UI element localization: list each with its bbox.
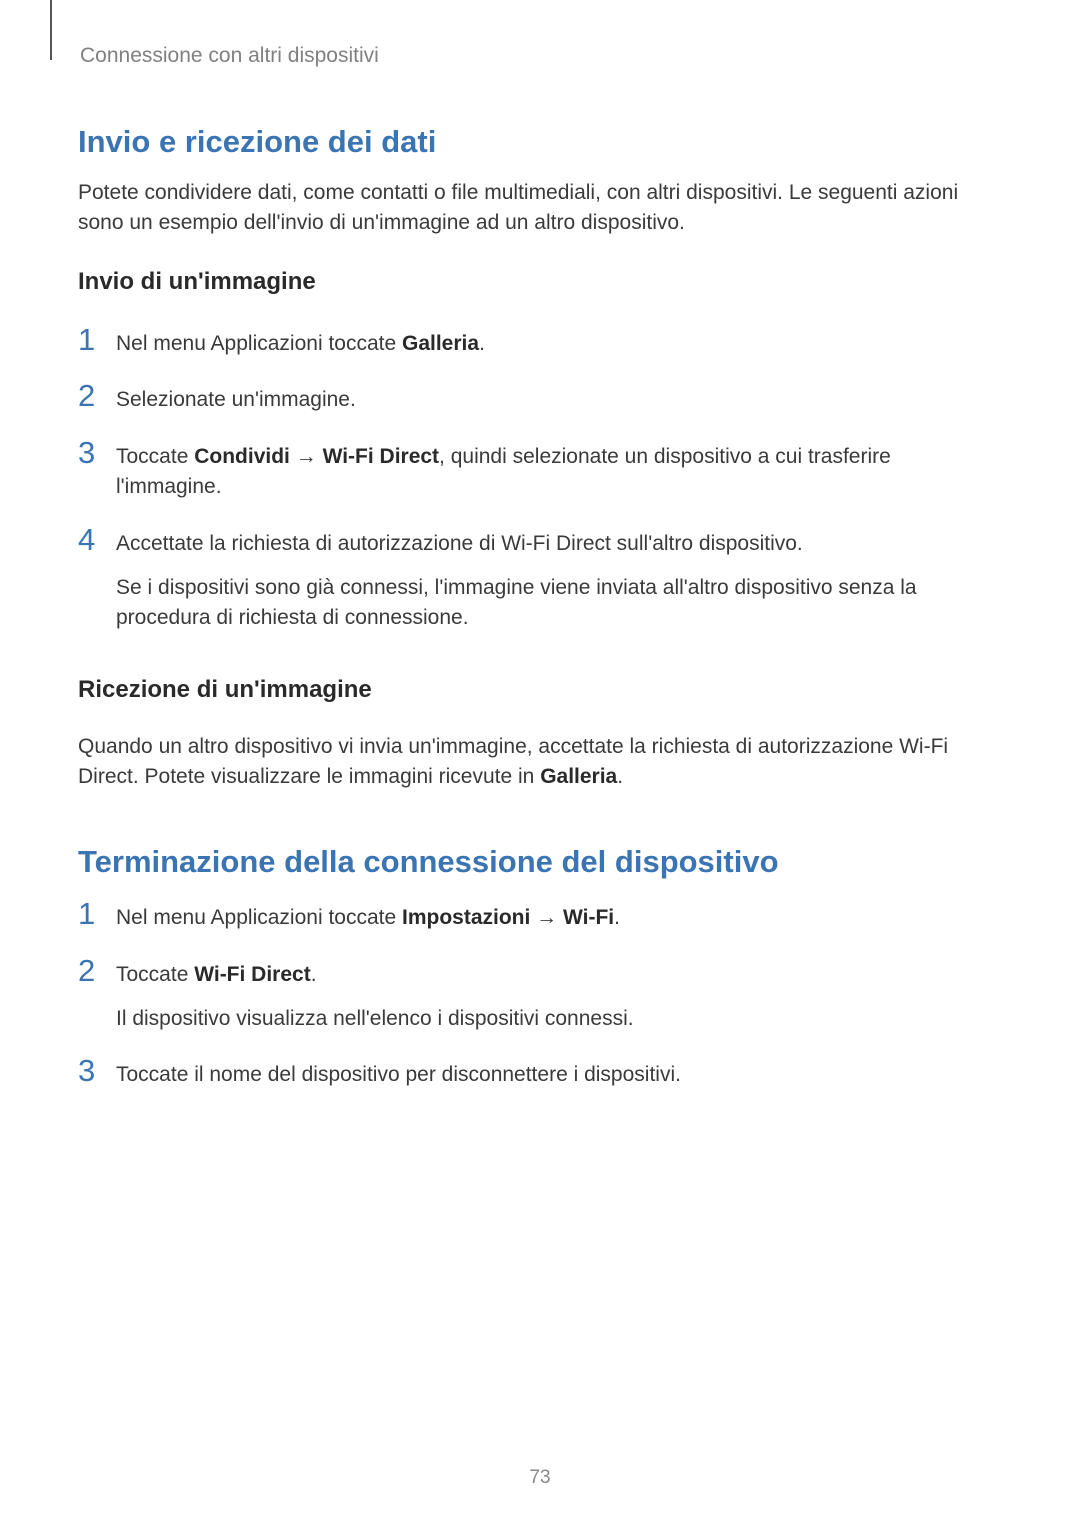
step-text: Nel menu Applicazioni toccate Impostazio…	[116, 903, 1002, 933]
bold-text: Wi-Fi Direct	[194, 963, 310, 986]
step-number: 3	[78, 437, 116, 468]
step-1: 1 Nel menu Applicazioni toccate Impostaz…	[78, 898, 1002, 933]
step-number: 4	[78, 524, 116, 555]
arrow-icon: →	[290, 445, 323, 468]
ricezione-text: Quando un altro dispositivo vi invia un'…	[78, 732, 1002, 792]
step-text: Toccate Wi-Fi Direct. Il dispositivo vis…	[116, 960, 1002, 1034]
bold-text: Galleria	[402, 332, 479, 355]
step-4: 4 Accettate la richiesta di autorizzazio…	[78, 524, 1002, 632]
bold-text: Condividi	[194, 445, 290, 468]
arrow-icon: →	[530, 906, 563, 929]
section-title-terminazione: Terminazione della connessione del dispo…	[78, 844, 1002, 880]
step-text: Toccate il nome del dispositivo per disc…	[116, 1060, 1002, 1090]
step-text-part: Toccate	[116, 445, 194, 468]
breadcrumb: Connessione con altri dispositivi	[80, 44, 1002, 68]
steps-invio: 1 Nel menu Applicazioni toccate Galleria…	[78, 324, 1002, 633]
step-text-part: Nel menu Applicazioni toccate	[116, 332, 402, 355]
step-2: 2 Toccate Wi-Fi Direct. Il dispositivo v…	[78, 955, 1002, 1034]
step-text-part: Nel menu Applicazioni toccate	[116, 906, 402, 929]
step-text: Nel menu Applicazioni toccate Galleria.	[116, 329, 1002, 359]
step-number: 1	[78, 324, 116, 355]
text-part: .	[617, 765, 623, 788]
step-text-part: Toccate	[116, 963, 194, 986]
step-1: 1 Nel menu Applicazioni toccate Galleria…	[78, 324, 1002, 359]
step-text-line: Accettate la richiesta di autorizzazione…	[116, 532, 803, 555]
section1-intro: Potete condividere dati, come contatti o…	[78, 178, 1002, 238]
step-text-part: .	[614, 906, 620, 929]
step-number: 2	[78, 955, 116, 986]
step-text-part: .	[479, 332, 485, 355]
step-text-line: Il dispositivo visualizza nell'elenco i …	[116, 1004, 1002, 1034]
page-number: 73	[0, 1467, 1080, 1489]
step-3: 3 Toccate il nome del dispositivo per di…	[78, 1055, 1002, 1090]
step-3: 3 Toccate Condividi → Wi-Fi Direct, quin…	[78, 437, 1002, 502]
step-text: Toccate Condividi → Wi-Fi Direct, quindi…	[116, 442, 1002, 502]
bold-text: Wi-Fi	[563, 906, 614, 929]
step-text-part: .	[311, 963, 317, 986]
step-number: 2	[78, 380, 116, 411]
text-part: Quando un altro dispositivo vi invia un'…	[78, 735, 948, 788]
step-number: 3	[78, 1055, 116, 1086]
step-text: Accettate la richiesta di autorizzazione…	[116, 529, 1002, 632]
subheading-invio-immagine: Invio di un'immagine	[78, 268, 1002, 296]
bold-text: Impostazioni	[402, 906, 530, 929]
step-number: 1	[78, 898, 116, 929]
section-title-invio: Invio e ricezione dei dati	[78, 124, 1002, 160]
bold-text: Wi-Fi Direct	[323, 445, 439, 468]
steps-terminazione: 1 Nel menu Applicazioni toccate Impostaz…	[78, 898, 1002, 1090]
step-text: Selezionate un'immagine.	[116, 385, 1002, 415]
step-text-line: Se i dispositivi sono già connessi, l'im…	[116, 573, 1002, 633]
bold-text: Galleria	[540, 765, 617, 788]
header-rule	[50, 0, 52, 60]
subheading-ricezione-immagine: Ricezione di un'immagine	[78, 676, 1002, 704]
step-2: 2 Selezionate un'immagine.	[78, 380, 1002, 415]
page-container: Connessione con altri dispositivi Invio …	[0, 0, 1080, 1152]
